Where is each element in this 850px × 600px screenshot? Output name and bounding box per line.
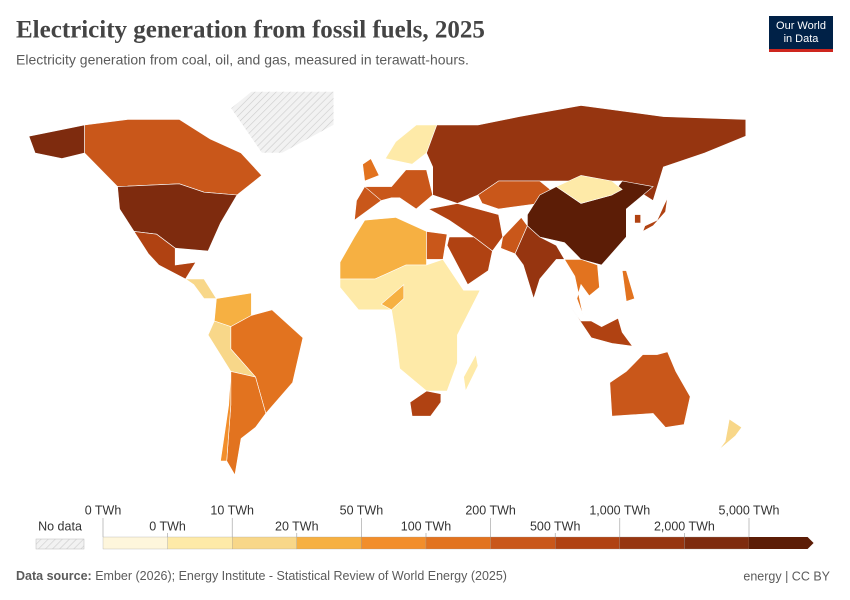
legend-swatch (619, 536, 685, 550)
legend-label: 2,000 TWh (654, 519, 715, 533)
legend-label: 0 TWh (85, 503, 122, 517)
legend-label: 1,000 TWh (589, 503, 650, 517)
title: Electricity generation from fossil fuels… (16, 17, 485, 44)
legend-label: 100 TWh (401, 519, 452, 533)
sub-saharan-africa[interactable] (339, 259, 481, 392)
nigeria[interactable] (380, 283, 405, 311)
alaska[interactable] (28, 124, 85, 159)
united-kingdom[interactable] (362, 158, 380, 182)
legend-label: 500 TWh (530, 519, 581, 533)
greenland[interactable] (230, 91, 335, 154)
subtitle: Electricity generation from coal, oil, a… (16, 52, 469, 68)
chile[interactable] (220, 371, 232, 462)
mexico[interactable] (133, 231, 197, 280)
united-states[interactable] (117, 183, 238, 252)
pakistan[interactable] (500, 216, 528, 255)
philippines[interactable] (621, 270, 635, 302)
legend: No data 0 TWh 0 TWh 10 TWh 20 TWh 50 TWh 100 … (35, 503, 814, 550)
southeast-asia[interactable] (563, 259, 600, 316)
legend-label: 200 TWh (465, 503, 516, 517)
legend-swatch (684, 536, 750, 550)
legend-swatch (296, 536, 362, 550)
source-text: Ember (2026); Energy Institute - Statist… (95, 569, 507, 583)
legend-swatch (232, 536, 297, 550)
legend-swatch (361, 536, 427, 550)
madagascar[interactable] (463, 353, 479, 393)
mongolia[interactable] (555, 175, 623, 204)
central-america[interactable] (184, 278, 217, 299)
legend-swatch (555, 536, 620, 550)
south-africa[interactable] (409, 390, 442, 417)
license: energy | CC BY (743, 569, 830, 583)
legend-swatch (425, 536, 491, 550)
legend-swatch (490, 536, 556, 550)
egypt[interactable] (426, 231, 448, 260)
logo-stripe (769, 49, 833, 52)
legend-label: 50 TWh (340, 503, 384, 517)
legend-swatch (102, 536, 168, 550)
new-zealand[interactable] (718, 418, 743, 451)
korea[interactable] (634, 214, 642, 224)
legend-label: 20 TWh (275, 519, 319, 533)
europe[interactable] (363, 169, 434, 210)
legend-label: 10 TWh (210, 503, 254, 517)
australia[interactable] (609, 351, 691, 428)
legend-label: 0 TWh (149, 519, 186, 533)
source-label: Data source: (16, 569, 92, 583)
japan[interactable] (642, 197, 668, 233)
world-map (28, 91, 747, 476)
legend-swatch (749, 537, 814, 549)
logo[interactable] (769, 16, 833, 50)
logo-text: Our World (776, 20, 826, 32)
indonesia[interactable] (570, 306, 634, 347)
saudi-arabia[interactable] (446, 236, 493, 286)
source: Data source: Ember (2026); Energy Instit… (16, 569, 507, 583)
legend-label: 5,000 TWh (719, 503, 780, 517)
canada[interactable] (84, 119, 263, 196)
logo-text: in Data (784, 33, 820, 45)
legend-swatch (167, 536, 233, 550)
no-data-label: No data (38, 519, 82, 533)
no-data-swatch (35, 538, 85, 550)
